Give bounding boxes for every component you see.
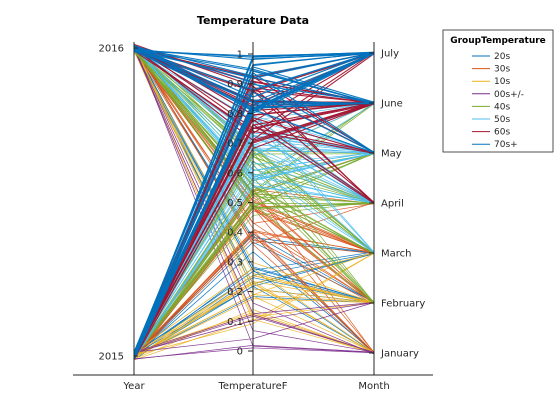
temp-tick-label: 0.9 (227, 79, 243, 90)
temp-tick-label: 0.6 (227, 168, 243, 179)
legend-label: 30s (494, 65, 510, 75)
legend-entry[interactable]: 00s+/- (472, 90, 524, 100)
coordinate-label: Month (358, 381, 389, 392)
legend-box (442, 29, 554, 153)
legend-label: 70s+ (494, 140, 518, 150)
coordinate-label: TemperatureF (217, 381, 287, 392)
coordinate-label: Year (122, 381, 145, 392)
temp-tick-label: 0 (237, 347, 243, 358)
temp-tick-label: 0.4 (227, 228, 243, 239)
legend-label: 20s (494, 52, 510, 62)
month-tick-label: May (381, 149, 402, 160)
temp-tick-label: 0.2 (227, 287, 243, 298)
legend-label: 50s (494, 115, 510, 125)
temp-tick-label: 0.1 (227, 317, 243, 328)
legend-entry[interactable]: 20s (472, 52, 510, 62)
month-tick-label: January (380, 349, 419, 360)
legend-label: 60s (494, 128, 510, 138)
month-tick-label: April (381, 199, 404, 210)
year-tick-label: 2016 (99, 44, 124, 55)
legend-entry[interactable]: 40s (472, 102, 510, 112)
legend-entry[interactable]: 30s (472, 65, 510, 75)
chart-title: Temperature Data (197, 14, 309, 27)
temp-tick-label: 0.3 (227, 257, 243, 268)
legend-title: GroupTemperature (450, 36, 546, 46)
month-tick-label: June (380, 99, 403, 110)
legend-label: 40s (494, 102, 510, 112)
month-tick-label: March (381, 249, 411, 260)
legend-label: 00s+/- (494, 90, 524, 100)
temp-tick-label: 0.5 (227, 198, 243, 209)
legend-entry[interactable]: 60s (472, 128, 510, 138)
temp-tick-label: 0.8 (227, 109, 243, 120)
legend-entry[interactable]: 70s+ (472, 140, 518, 150)
year-tick-label: 2015 (99, 352, 124, 363)
month-tick-label: July (380, 49, 399, 60)
axes: Year TemperatureF Month 2015 2016 0 0.1 0.2 0.3 0… (73, 42, 433, 392)
legend-entry[interactable]: 10s (472, 77, 510, 87)
temp-tick-label: 1 (237, 50, 243, 61)
legend-entry[interactable]: 50s (472, 115, 510, 125)
temp-tick-label: 0.7 (227, 139, 243, 150)
legend-label: 10s (494, 77, 510, 87)
month-tick-label: February (381, 299, 425, 310)
legend[interactable]: GroupTemperature 20s 30s 10s 00s+/- 40s 50s 60s… (442, 29, 554, 153)
